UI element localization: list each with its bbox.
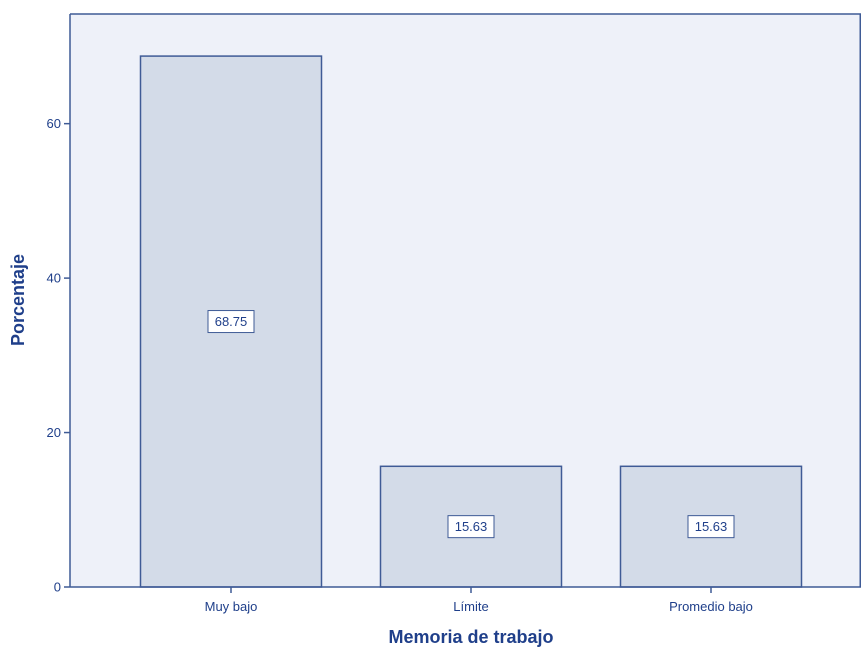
data-label: 68.75 — [215, 314, 248, 329]
x-tick-label: Límite — [453, 599, 488, 614]
data-label: 15.63 — [455, 519, 488, 534]
y-tick-label: 20 — [47, 425, 61, 440]
data-label-box — [687, 515, 735, 539]
y-tick-label: 60 — [47, 116, 61, 131]
x-axis-title: Memoria de trabajo — [388, 627, 553, 647]
data-label-box — [447, 515, 495, 539]
data-label: 15.63 — [695, 519, 728, 534]
x-tick-label: Promedio bajo — [669, 599, 753, 614]
x-tick-label: Muy bajo — [205, 599, 258, 614]
y-tick-label: 0 — [54, 580, 61, 595]
y-axis-title: Porcentaje — [8, 254, 28, 346]
x-axis-ticks: Muy bajo Límite Promedio bajo — [205, 587, 753, 614]
data-label-box — [207, 310, 255, 334]
y-axis-ticks: 0 20 40 60 — [47, 116, 70, 595]
y-tick-label: 40 — [47, 271, 61, 286]
bars-group: 68.75 15.63 15.63 — [139, 55, 803, 588]
